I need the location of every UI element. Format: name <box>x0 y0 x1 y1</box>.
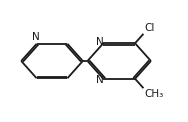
Text: CH₃: CH₃ <box>144 89 164 99</box>
Text: N: N <box>96 37 104 47</box>
Text: N: N <box>32 32 39 42</box>
Text: N: N <box>96 75 104 85</box>
Text: Cl: Cl <box>144 23 155 33</box>
